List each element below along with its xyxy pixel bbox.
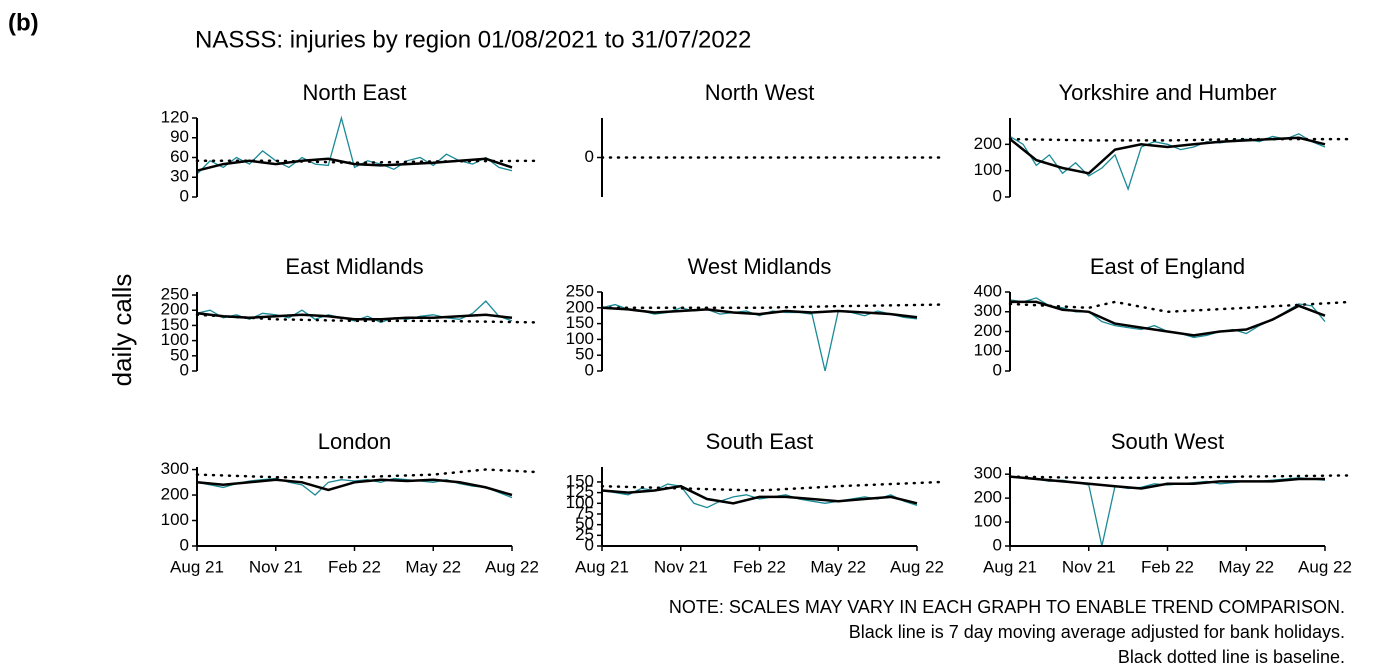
y-tick-label: 200 — [974, 488, 1002, 507]
x-tick-label: Aug 21 — [983, 557, 1037, 576]
y-tick-label: 90 — [170, 127, 189, 146]
y-tick-label: 0 — [585, 147, 594, 166]
series-line — [1009, 133, 1326, 192]
y-tick-label: 300 — [974, 464, 1002, 483]
panel-label: (b) — [8, 9, 39, 36]
x-tick-label: May 22 — [810, 557, 866, 576]
y-tick-label: 50 — [575, 345, 594, 364]
y-tick-label: 100 — [161, 510, 189, 529]
series-line — [1009, 475, 1326, 547]
y-tick-label: 0 — [585, 360, 594, 379]
y-tick-label: 50 — [170, 345, 189, 364]
y-tick-label: 100 — [566, 493, 594, 512]
y-tick-label: 200 — [974, 134, 1002, 153]
y-tick-label: 60 — [170, 147, 189, 166]
y-tick-label: 120 — [161, 107, 189, 126]
x-tick-label: Feb 22 — [733, 557, 786, 576]
y-tick-label: 100 — [974, 160, 1002, 179]
baseline — [1008, 300, 1353, 314]
y-tick-label: 75 — [575, 503, 594, 522]
y-tick-label: 25 — [575, 525, 594, 544]
y-tick-label: 0 — [993, 186, 1002, 205]
series-line — [601, 303, 918, 372]
x-tick-label: Aug 22 — [1298, 557, 1352, 576]
y-tick-label: 400 — [974, 281, 1002, 300]
series-line — [1009, 136, 1326, 175]
series-line — [1010, 300, 1326, 337]
y-tick-label: 125 — [566, 482, 594, 501]
series-line — [601, 306, 918, 319]
x-tick-label: Nov 21 — [654, 557, 708, 576]
note: NOTE: SCALES MAY VARY IN EACH GRAPH TO E… — [669, 597, 1345, 617]
y-tick-label: 100 — [566, 329, 594, 348]
y-tick-label: 0 — [585, 535, 594, 554]
y-tick-label: 30 — [170, 167, 189, 186]
note: Black dotted line is baseline. — [1118, 647, 1345, 667]
y-tick-label: 200 — [974, 321, 1002, 340]
x-tick-label: Aug 21 — [170, 557, 224, 576]
y-tick-label: 200 — [566, 297, 594, 316]
panel-title: South West — [1111, 429, 1224, 454]
baseline — [195, 159, 540, 165]
series-line — [196, 312, 513, 321]
y-tick-label: 50 — [575, 514, 594, 533]
x-tick-label: Nov 21 — [1062, 557, 1116, 576]
x-tick-label: Aug 21 — [575, 557, 629, 576]
baseline — [195, 313, 540, 324]
series-line — [1009, 475, 1325, 490]
x-tick-label: May 22 — [1218, 557, 1274, 576]
y-tick-label: 0 — [180, 535, 189, 554]
baseline — [1008, 474, 1353, 480]
panel-title: North East — [303, 80, 407, 105]
y-tick-label: 0 — [180, 360, 189, 379]
x-tick-label: May 22 — [405, 557, 461, 576]
chart-title: NASSS: injuries by region 01/08/2021 to … — [195, 26, 751, 53]
x-tick-label: Feb 22 — [1141, 557, 1194, 576]
y-tick-label: 250 — [161, 285, 189, 304]
x-tick-label: Feb 22 — [328, 557, 381, 576]
x-tick-label: Aug 22 — [890, 557, 944, 576]
panel-title: West Midlands — [688, 254, 832, 279]
y-tick-label: 150 — [161, 315, 189, 334]
series-line — [196, 477, 513, 499]
y-tick-label: 0 — [993, 360, 1002, 379]
panel-title: East Midlands — [285, 254, 423, 279]
series-line — [196, 157, 513, 172]
panel-title: South East — [706, 429, 814, 454]
y-tick-label: 0 — [993, 535, 1002, 554]
y-tick-label: 100 — [161, 330, 189, 349]
baseline — [195, 468, 540, 479]
note: Black line is 7 day moving average adjus… — [849, 622, 1345, 642]
series-line — [196, 300, 513, 324]
x-tick-label: Nov 21 — [249, 557, 303, 576]
y-tick-label: 100 — [974, 341, 1002, 360]
y-tick-label: 300 — [974, 301, 1002, 320]
series-line — [196, 115, 513, 175]
y-tick-label: 250 — [566, 281, 594, 300]
y-tick-label: 200 — [161, 485, 189, 504]
y-tick-label: 150 — [566, 471, 594, 490]
panel-title: London — [318, 429, 391, 454]
series-line — [196, 478, 513, 497]
y-axis-label: daily calls — [107, 274, 137, 387]
panel-title: Yorkshire and Humber — [1058, 80, 1276, 105]
y-tick-label: 150 — [566, 313, 594, 332]
y-tick-label: 200 — [161, 300, 189, 319]
x-tick-label: Aug 22 — [485, 557, 539, 576]
panel-title: North West — [705, 80, 815, 105]
panel-title: East of England — [1090, 254, 1245, 279]
baseline — [600, 480, 945, 492]
y-tick-label: 300 — [161, 459, 189, 478]
y-tick-label: 100 — [974, 512, 1002, 531]
baseline — [600, 303, 945, 310]
baseline — [1008, 137, 1353, 142]
series-line — [601, 484, 918, 505]
y-tick-label: 0 — [180, 186, 189, 205]
